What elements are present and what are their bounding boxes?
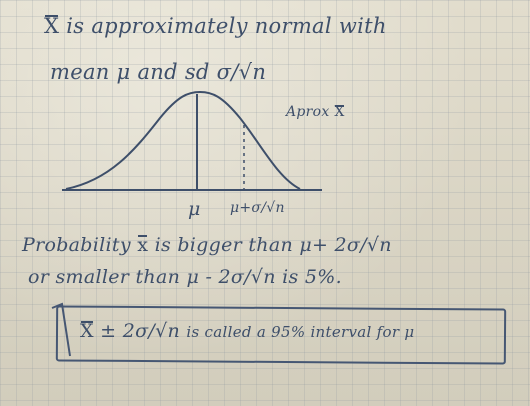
curve-label-xbar: X (334, 104, 345, 120)
axis-label-mu-plus-sigma: μ+σ/√n (230, 200, 285, 216)
boxed-text: is called a 95% interval for μ (186, 323, 415, 341)
boxed-xbar: X (80, 320, 94, 342)
line-1: X is approximately normal with (44, 14, 387, 38)
axis-label-mu: μ (188, 198, 201, 220)
boxed-statement: X ± 2σ/√n is called a 95% interval for μ (80, 320, 414, 342)
line-3-xbar: x (137, 234, 149, 256)
box-corner-mark (51, 302, 71, 357)
line-2: mean μ and sd σ/√n (50, 60, 267, 84)
curve-label: Aprox X (286, 104, 345, 120)
line-1-text: is approximately normal with (66, 14, 387, 38)
line-3-pre: Probability (22, 234, 131, 256)
xbar-symbol: X (44, 14, 60, 38)
line-3-post: is bigger than μ+ 2σ/√n (154, 234, 392, 256)
line-4: or smaller than μ - 2σ/√n is 5%. (28, 266, 342, 288)
boxed-pm: ± 2σ/√n (100, 320, 181, 342)
line-3: Probability x is bigger than μ+ 2σ/√n (22, 234, 392, 256)
curve-label-text: Aprox (286, 104, 330, 120)
bell-curve (65, 90, 301, 190)
